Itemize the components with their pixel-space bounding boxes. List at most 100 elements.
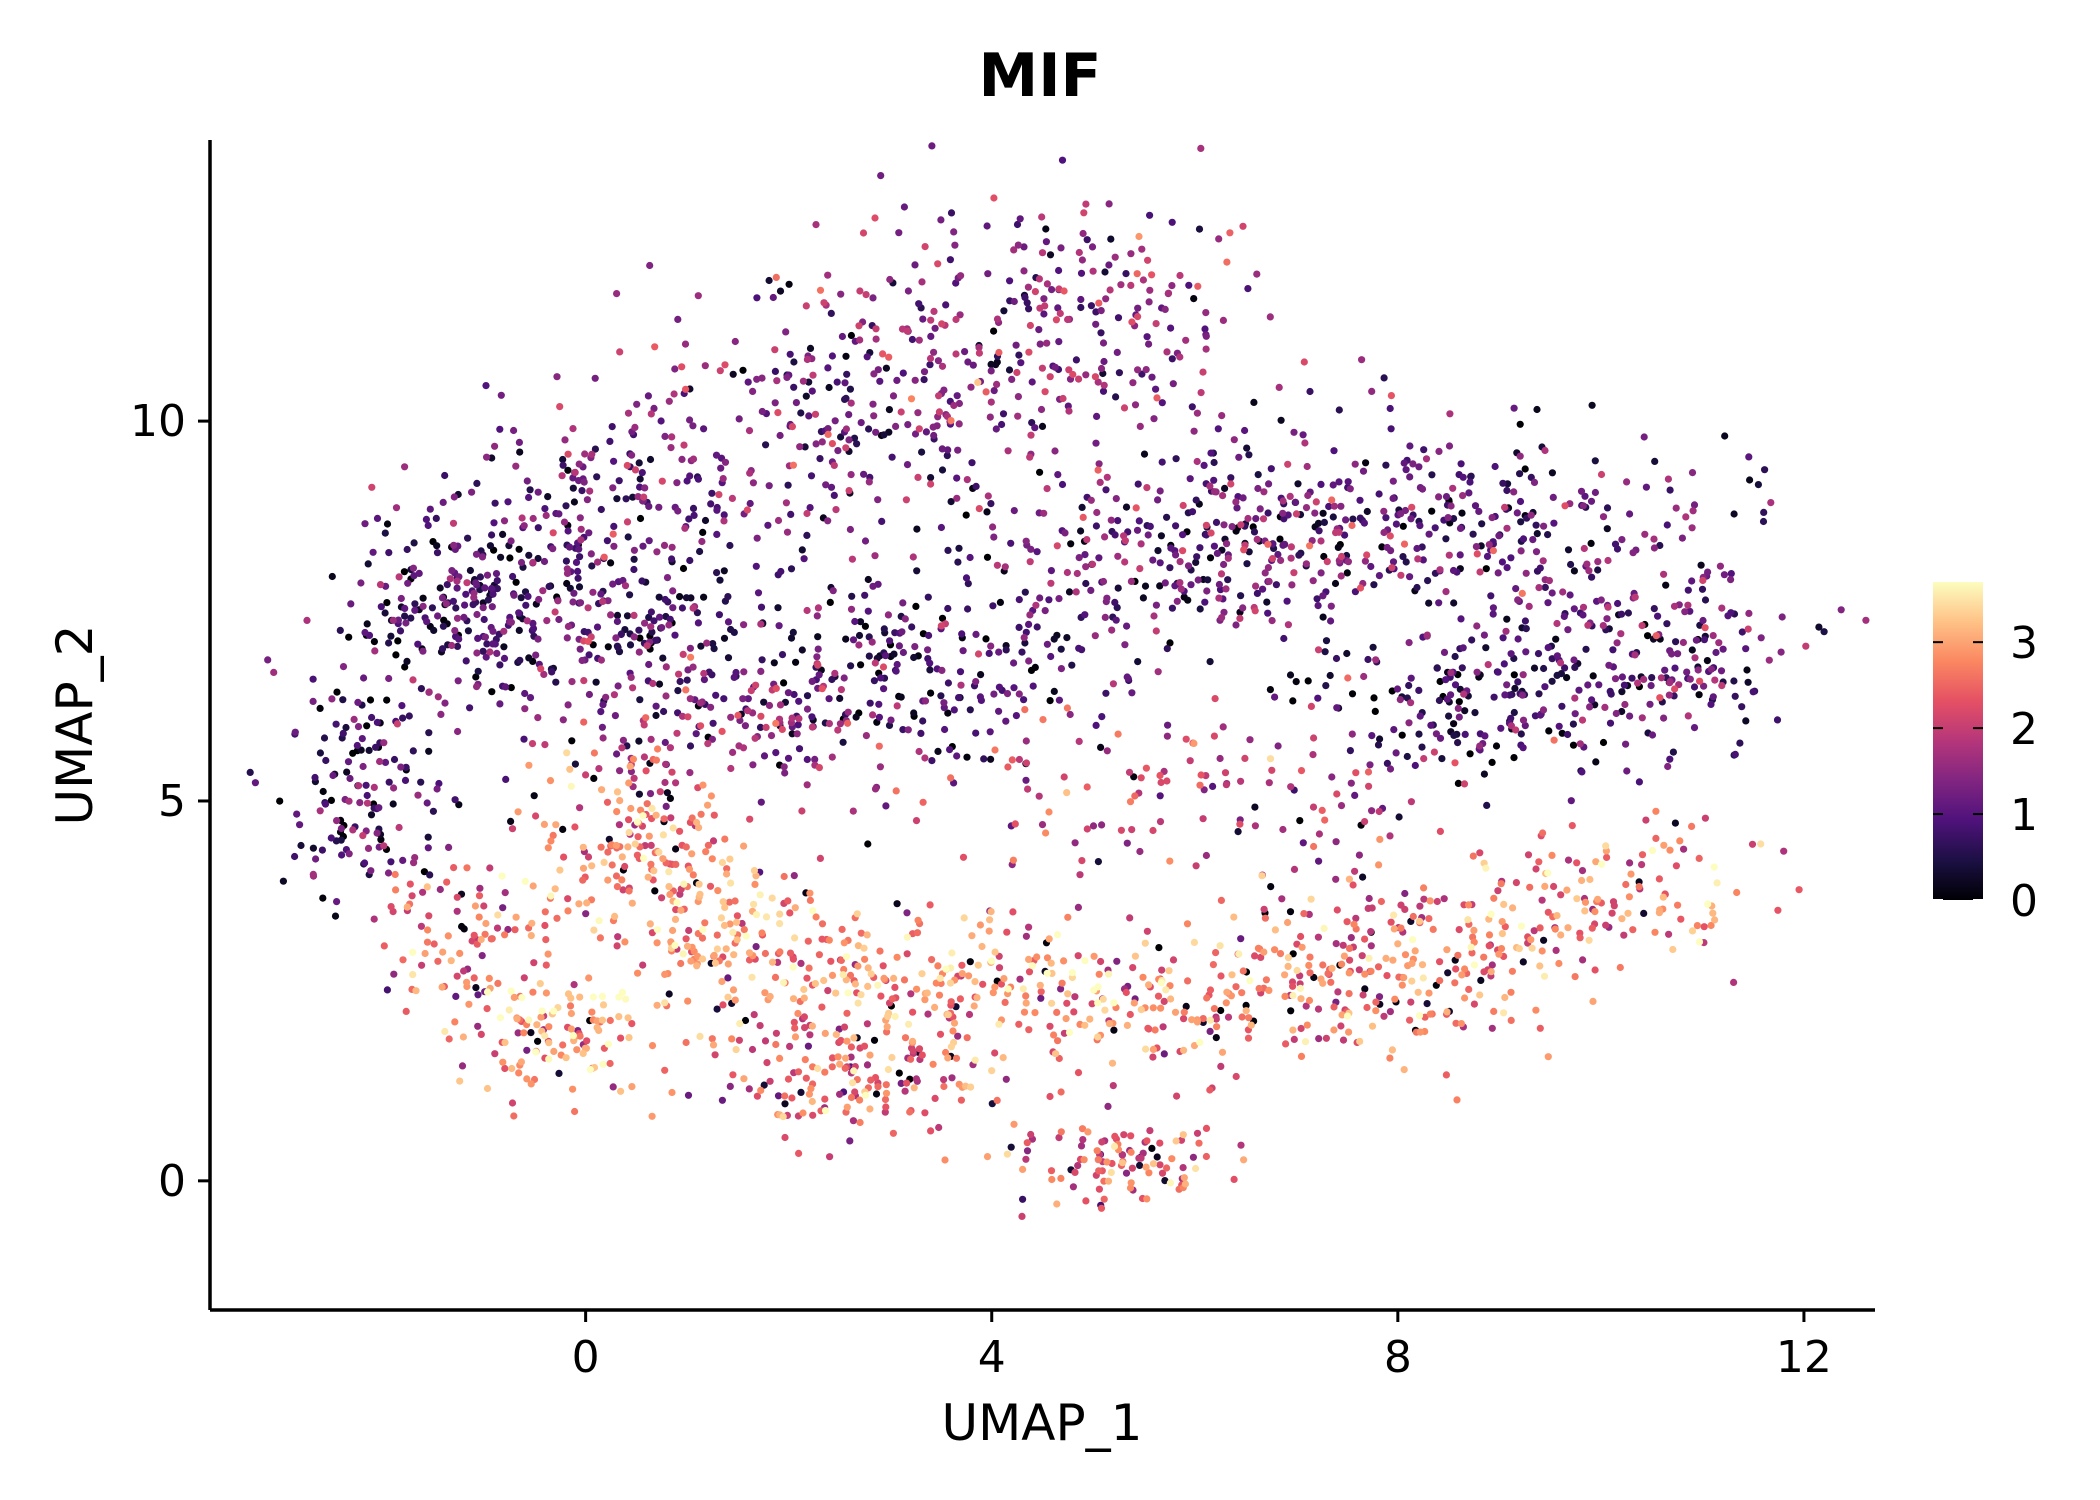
data-point bbox=[1299, 839, 1307, 847]
data-point bbox=[439, 645, 447, 653]
data-point bbox=[947, 498, 955, 506]
data-point bbox=[1678, 534, 1686, 542]
data-point bbox=[1140, 450, 1149, 458]
data-point bbox=[1386, 1054, 1394, 1062]
data-point bbox=[679, 950, 687, 958]
data-point bbox=[861, 591, 869, 599]
data-point bbox=[762, 441, 770, 449]
data-point bbox=[1453, 1096, 1461, 1104]
data-point bbox=[1020, 696, 1028, 704]
data-point bbox=[451, 627, 459, 635]
data-point bbox=[834, 447, 842, 455]
data-point bbox=[828, 440, 837, 448]
data-point bbox=[1420, 895, 1428, 903]
data-point bbox=[1526, 883, 1534, 891]
data-point bbox=[1449, 484, 1457, 492]
data-point bbox=[1754, 481, 1762, 489]
data-point bbox=[1209, 961, 1217, 969]
data-point bbox=[1618, 915, 1626, 923]
data-point bbox=[749, 479, 758, 487]
data-point bbox=[409, 971, 417, 979]
data-point bbox=[1001, 563, 1009, 571]
data-point bbox=[398, 702, 406, 710]
data-point bbox=[593, 1017, 601, 1025]
data-point bbox=[1478, 520, 1486, 528]
data-point bbox=[424, 521, 432, 530]
data-point bbox=[415, 569, 423, 578]
data-point bbox=[885, 406, 894, 414]
data-point bbox=[1179, 1131, 1187, 1139]
data-point bbox=[436, 885, 444, 894]
data-point bbox=[1470, 926, 1478, 935]
data-point bbox=[647, 735, 655, 744]
data-point bbox=[1334, 543, 1342, 552]
data-point bbox=[1149, 1160, 1158, 1168]
data-point bbox=[704, 841, 713, 849]
data-point bbox=[1179, 501, 1187, 510]
data-point bbox=[1528, 944, 1536, 952]
data-point bbox=[577, 536, 585, 544]
data-point bbox=[1078, 1125, 1087, 1133]
data-point bbox=[1112, 495, 1120, 503]
data-point bbox=[669, 824, 677, 832]
data-point bbox=[582, 910, 590, 918]
data-point bbox=[771, 973, 780, 982]
data-point bbox=[1244, 1034, 1253, 1042]
data-point bbox=[689, 604, 697, 612]
data-point bbox=[1386, 832, 1394, 840]
data-point bbox=[975, 505, 983, 513]
data-point bbox=[1447, 691, 1455, 699]
data-point bbox=[631, 423, 639, 431]
data-point bbox=[1544, 599, 1552, 607]
data-point bbox=[998, 420, 1006, 429]
data-point bbox=[1266, 313, 1274, 321]
data-point bbox=[753, 534, 761, 542]
data-point bbox=[296, 821, 304, 829]
data-point bbox=[707, 500, 715, 508]
y-axis-title: UMAP_2 bbox=[46, 625, 104, 826]
data-point bbox=[614, 682, 622, 690]
data-point bbox=[402, 1007, 410, 1016]
data-point bbox=[359, 832, 367, 840]
data-point bbox=[1469, 852, 1477, 860]
data-point bbox=[619, 736, 628, 744]
data-point bbox=[833, 378, 841, 386]
data-point bbox=[1186, 475, 1194, 483]
data-point bbox=[1389, 494, 1397, 502]
data-point bbox=[534, 488, 542, 496]
data-point bbox=[1144, 256, 1152, 264]
data-point bbox=[1301, 1038, 1310, 1046]
data-point bbox=[1256, 505, 1264, 513]
data-point bbox=[609, 484, 617, 492]
data-point bbox=[345, 797, 353, 805]
data-point bbox=[574, 574, 582, 582]
data-point bbox=[895, 642, 904, 650]
data-point bbox=[701, 362, 709, 370]
data-point bbox=[877, 992, 885, 1000]
data-point bbox=[1186, 757, 1194, 765]
data-point bbox=[1330, 447, 1338, 455]
data-point bbox=[469, 601, 477, 609]
data-point bbox=[528, 919, 536, 927]
data-point bbox=[700, 669, 708, 678]
data-point bbox=[1480, 968, 1488, 976]
data-point bbox=[357, 579, 365, 587]
data-point bbox=[1155, 944, 1163, 952]
data-point bbox=[1025, 348, 1033, 356]
data-point bbox=[969, 361, 977, 369]
data-point bbox=[713, 1005, 721, 1013]
data-point bbox=[1212, 518, 1221, 527]
data-point bbox=[555, 615, 563, 624]
data-point bbox=[864, 964, 872, 972]
data-point bbox=[1332, 875, 1340, 883]
data-point bbox=[529, 625, 538, 633]
data-point bbox=[1137, 1006, 1145, 1014]
data-point bbox=[640, 854, 648, 862]
data-point bbox=[1488, 961, 1496, 969]
data-point bbox=[1795, 886, 1803, 894]
data-point bbox=[792, 399, 801, 407]
data-point bbox=[720, 511, 728, 519]
data-point bbox=[1271, 946, 1279, 954]
data-point bbox=[909, 553, 917, 561]
data-point bbox=[1042, 238, 1050, 246]
